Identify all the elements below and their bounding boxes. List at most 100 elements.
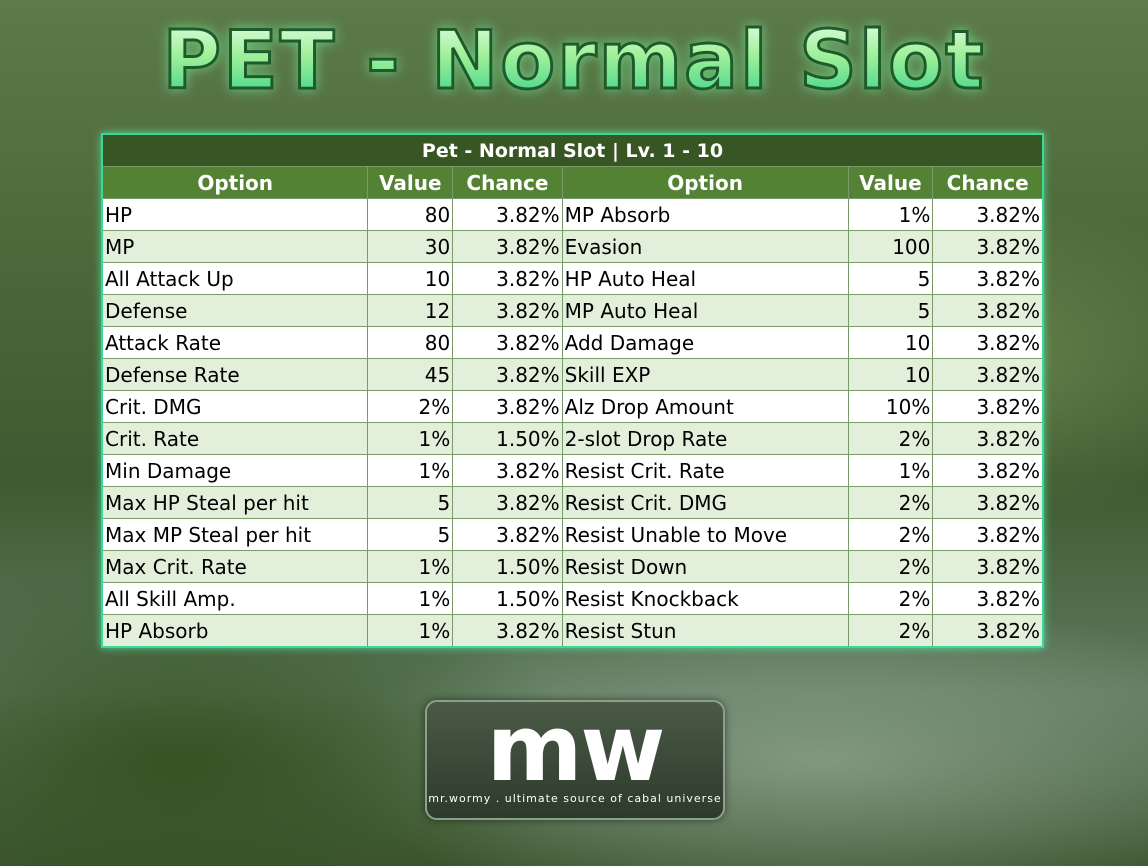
table-row: Max Crit. Rate 1% 1.50% Resist Down 2% 3.82% bbox=[101, 550, 1044, 583]
option-cell: Defense Rate bbox=[101, 358, 369, 391]
chance-cell: 3.82% bbox=[452, 326, 563, 359]
chance-cell: 3.82% bbox=[452, 198, 563, 231]
option-cell: MP bbox=[101, 230, 369, 263]
chance-cell: 3.82% bbox=[932, 614, 1044, 648]
chance-cell: 1.50% bbox=[452, 422, 563, 455]
option-cell: Crit. DMG bbox=[101, 390, 369, 423]
value-cell: 10 bbox=[847, 326, 934, 359]
option-cell: HP bbox=[101, 198, 369, 231]
value-cell: 80 bbox=[367, 326, 454, 359]
chance-cell: 3.82% bbox=[452, 294, 563, 327]
option-cell: Attack Rate bbox=[101, 326, 369, 359]
value-cell: 5 bbox=[847, 262, 934, 295]
chance-cell: 3.82% bbox=[932, 422, 1044, 455]
chance-cell: 3.82% bbox=[932, 198, 1044, 231]
option-cell: Max Crit. Rate bbox=[101, 550, 369, 583]
option-cell: Skill EXP bbox=[561, 358, 849, 391]
option-cell: HP Auto Heal bbox=[561, 262, 849, 295]
option-cell: Max HP Steal per hit bbox=[101, 486, 369, 519]
table-row: Max HP Steal per hit 5 3.82% Resist Crit. D… bbox=[101, 486, 1044, 519]
chance-cell: 1.50% bbox=[452, 582, 563, 615]
option-table: Pet - Normal Slot | Lv. 1 - 10 Option Val… bbox=[101, 133, 1044, 648]
table-row: MP 30 3.82% Evasion 100 3.82% bbox=[101, 230, 1044, 263]
table-row: HP Absorb 1% 3.82% Resist Stun 2% 3.82% bbox=[101, 614, 1044, 648]
chance-cell: 3.82% bbox=[452, 518, 563, 551]
value-cell: 1% bbox=[847, 454, 934, 487]
option-cell: MP Absorb bbox=[561, 198, 849, 231]
option-cell: Min Damage bbox=[101, 454, 369, 487]
value-cell: 2% bbox=[367, 390, 454, 423]
chance-cell: 3.82% bbox=[932, 486, 1044, 519]
option-cell: Resist Down bbox=[561, 550, 849, 583]
option-cell: Max MP Steal per hit bbox=[101, 518, 369, 551]
header-row: Option Value Chance Option Value Chance bbox=[101, 166, 1044, 199]
value-cell: 80 bbox=[367, 198, 454, 231]
option-cell: Crit. Rate bbox=[101, 422, 369, 455]
chance-cell: 3.82% bbox=[452, 614, 563, 648]
table-row: Attack Rate 80 3.82% Add Damage 10 3.82% bbox=[101, 326, 1044, 359]
chance-cell: 3.82% bbox=[452, 358, 563, 391]
table-caption: Pet - Normal Slot | Lv. 1 - 10 bbox=[101, 133, 1044, 167]
logo: mw mr.wormy . ultimate source of cabal u… bbox=[425, 700, 725, 820]
value-cell: 30 bbox=[367, 230, 454, 263]
option-cell: All Skill Amp. bbox=[101, 582, 369, 615]
option-cell: Resist Unable to Move bbox=[561, 518, 849, 551]
chance-cell: 3.82% bbox=[452, 230, 563, 263]
table-row: Crit. Rate 1% 1.50% 2-slot Drop Rate 2% 3.82% bbox=[101, 422, 1044, 455]
value-cell: 10 bbox=[847, 358, 934, 391]
chance-cell: 1.50% bbox=[452, 550, 563, 583]
column-header: Chance bbox=[452, 166, 563, 199]
table-row: All Attack Up 10 3.82% HP Auto Heal 5 3.82% bbox=[101, 262, 1044, 295]
value-cell: 1% bbox=[847, 198, 934, 231]
chance-cell: 3.82% bbox=[452, 486, 563, 519]
value-cell: 5 bbox=[367, 486, 454, 519]
value-cell: 1% bbox=[367, 454, 454, 487]
value-cell: 1% bbox=[367, 614, 454, 648]
value-cell: 2% bbox=[847, 550, 934, 583]
value-cell: 1% bbox=[367, 422, 454, 455]
value-cell: 1% bbox=[367, 550, 454, 583]
column-header: Option bbox=[561, 166, 849, 199]
option-cell: Alz Drop Amount bbox=[561, 390, 849, 423]
value-cell: 45 bbox=[367, 358, 454, 391]
column-header: Value bbox=[847, 166, 934, 199]
table-row: Defense 12 3.82% MP Auto Heal 5 3.82% bbox=[101, 294, 1044, 327]
option-cell: 2-slot Drop Rate bbox=[561, 422, 849, 455]
table-row: Defense Rate 45 3.82% Skill EXP 10 3.82% bbox=[101, 358, 1044, 391]
value-cell: 5 bbox=[367, 518, 454, 551]
chance-cell: 3.82% bbox=[932, 262, 1044, 295]
chance-cell: 3.82% bbox=[932, 358, 1044, 391]
value-cell: 2% bbox=[847, 614, 934, 648]
chance-cell: 3.82% bbox=[452, 454, 563, 487]
table-row: HP 80 3.82% MP Absorb 1% 3.82% bbox=[101, 198, 1044, 231]
value-cell: 12 bbox=[367, 294, 454, 327]
column-header: Option bbox=[101, 166, 369, 199]
option-cell: Resist Stun bbox=[561, 614, 849, 648]
chance-cell: 3.82% bbox=[452, 390, 563, 423]
column-header: Value bbox=[367, 166, 454, 199]
chance-cell: 3.82% bbox=[932, 518, 1044, 551]
chance-cell: 3.82% bbox=[932, 390, 1044, 423]
chance-cell: 3.82% bbox=[932, 326, 1044, 359]
value-cell: 2% bbox=[847, 486, 934, 519]
value-cell: 5 bbox=[847, 294, 934, 327]
logo-mark: mw bbox=[486, 695, 666, 802]
value-cell: 1% bbox=[367, 582, 454, 615]
value-cell: 100 bbox=[847, 230, 934, 263]
option-cell: Resist Crit. DMG bbox=[561, 486, 849, 519]
chance-cell: 3.82% bbox=[932, 294, 1044, 327]
table-row: Max MP Steal per hit 5 3.82% Resist Unable … bbox=[101, 518, 1044, 551]
table-row: All Skill Amp. 1% 1.50% Resist Knockback 2% 3… bbox=[101, 582, 1044, 615]
option-cell: Resist Crit. Rate bbox=[561, 454, 849, 487]
option-cell: Add Damage bbox=[561, 326, 849, 359]
chance-cell: 3.82% bbox=[932, 230, 1044, 263]
logo-tagline: mr.wormy . ultimate source of cabal univ… bbox=[428, 792, 722, 805]
option-cell: All Attack Up bbox=[101, 262, 369, 295]
table-row: Min Damage 1% 3.82% Resist Crit. Rate 1% 3.82… bbox=[101, 454, 1044, 487]
value-cell: 2% bbox=[847, 582, 934, 615]
title: PET - Normal Slot bbox=[0, 13, 1148, 109]
chance-cell: 3.82% bbox=[932, 550, 1044, 583]
option-cell: HP Absorb bbox=[101, 614, 369, 648]
value-cell: 2% bbox=[847, 422, 934, 455]
